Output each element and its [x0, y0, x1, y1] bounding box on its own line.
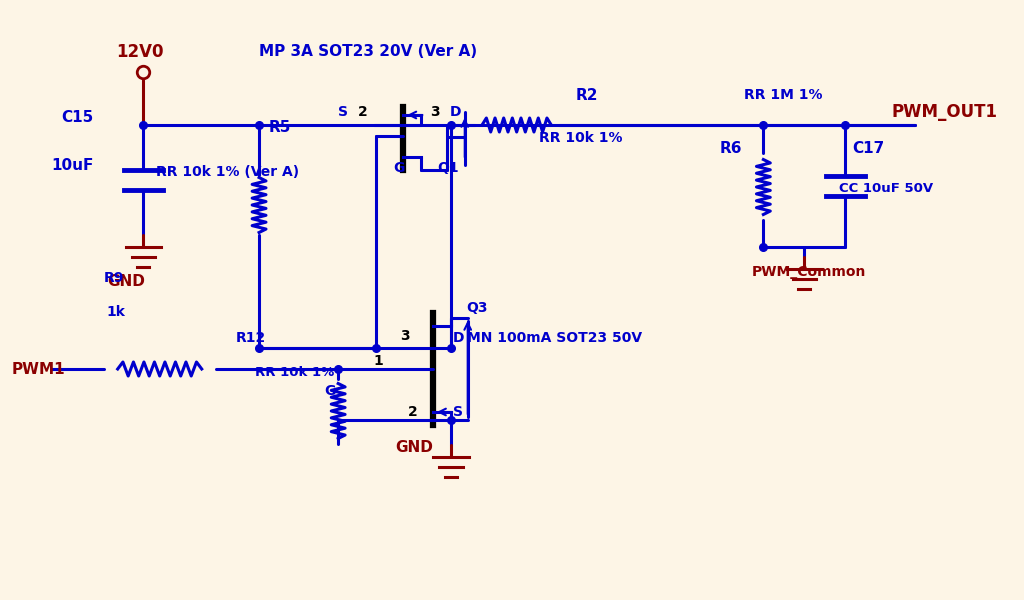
Text: R12: R12	[236, 331, 265, 345]
Text: CC 10uF 50V: CC 10uF 50V	[839, 181, 933, 194]
Text: PWM_Common: PWM_Common	[752, 265, 866, 279]
Text: GND: GND	[395, 440, 433, 455]
Text: RR 10k 1%: RR 10k 1%	[255, 365, 335, 379]
Text: MN 100mA SOT23 50V: MN 100mA SOT23 50V	[467, 331, 642, 345]
Text: RR 1M 1%: RR 1M 1%	[743, 88, 822, 102]
Text: G: G	[393, 161, 404, 175]
Text: RR 10k 1% (Ver A): RR 10k 1% (Ver A)	[157, 165, 299, 179]
Text: 10uF: 10uF	[51, 158, 94, 173]
Text: R6: R6	[720, 140, 742, 155]
Text: D: D	[450, 105, 462, 119]
Text: RR 10k 1%: RR 10k 1%	[539, 131, 623, 145]
Text: C17: C17	[852, 140, 885, 155]
Text: C15: C15	[61, 110, 93, 125]
Text: 2: 2	[408, 405, 417, 419]
Text: PWM1: PWM1	[12, 361, 66, 377]
Text: R5: R5	[269, 121, 292, 136]
Text: 1: 1	[374, 354, 384, 368]
Text: 1k: 1k	[106, 305, 126, 319]
Text: S: S	[453, 405, 463, 419]
Text: R2: R2	[575, 88, 598, 103]
Text: PWM_OUT1: PWM_OUT1	[892, 103, 998, 121]
Text: 3: 3	[400, 329, 410, 343]
Text: G: G	[325, 384, 336, 398]
Text: 3: 3	[430, 105, 439, 119]
Text: D: D	[453, 331, 464, 345]
Text: 2: 2	[358, 105, 368, 119]
Text: S: S	[338, 105, 348, 119]
Text: 12V0: 12V0	[117, 43, 164, 61]
Text: GND: GND	[106, 275, 144, 289]
Text: Q3: Q3	[467, 301, 488, 315]
Text: Q1: Q1	[437, 161, 459, 175]
Text: R9: R9	[103, 271, 124, 285]
Text: MP 3A SOT23 20V (Ver A): MP 3A SOT23 20V (Ver A)	[259, 44, 477, 59]
